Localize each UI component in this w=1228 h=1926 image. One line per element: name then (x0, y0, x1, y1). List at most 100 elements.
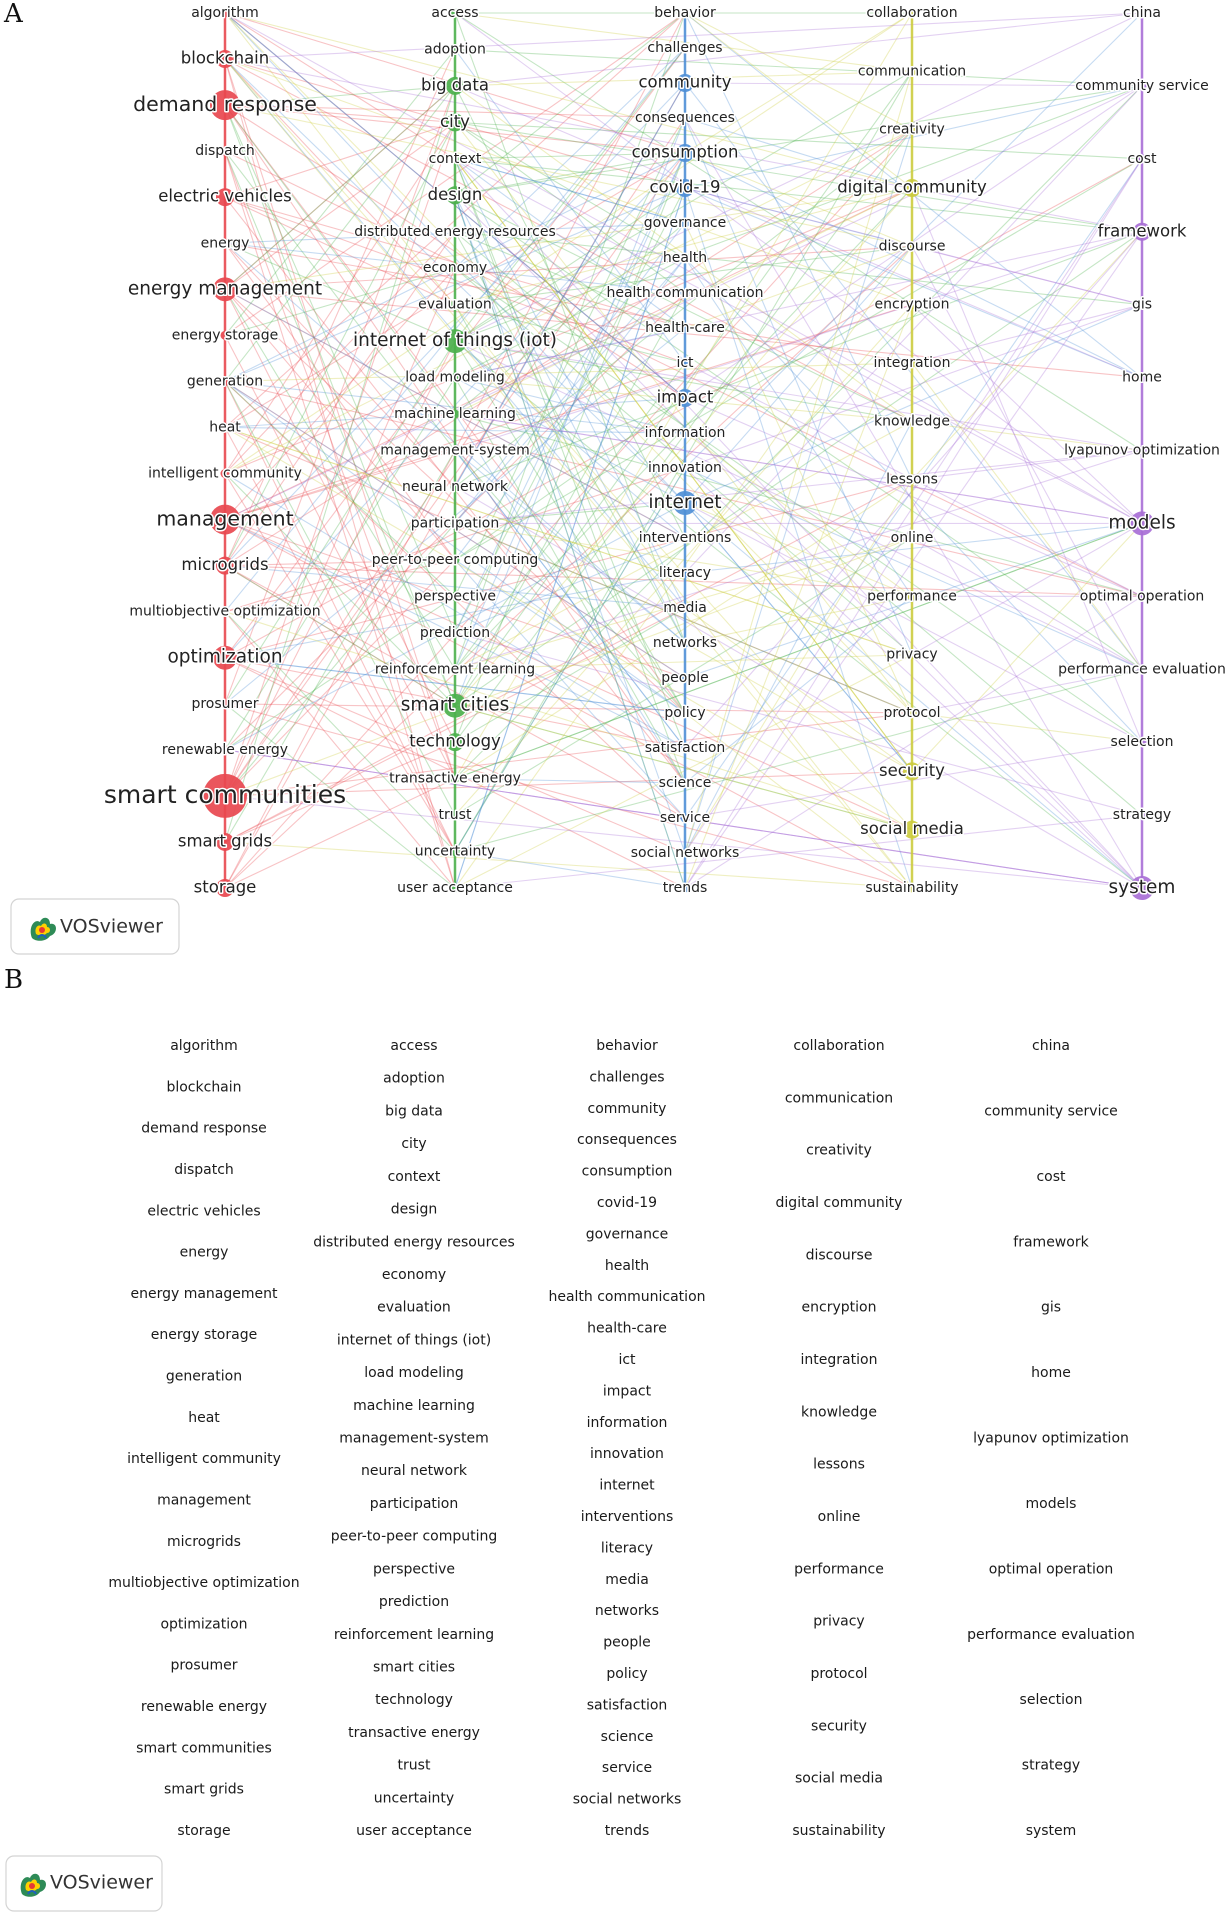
network-node (680, 533, 690, 543)
network-node (907, 241, 917, 251)
node-label: peer-to-peer computing (372, 552, 539, 568)
link-line (454, 12, 1143, 524)
network-node (450, 300, 460, 310)
link-line (454, 377, 686, 504)
density-label: service (602, 1760, 652, 1776)
density-label: behavior (596, 1038, 658, 1054)
node-label: governance (644, 215, 727, 231)
link-line (454, 420, 913, 670)
node-label: big data (421, 75, 489, 94)
link-line (224, 121, 456, 290)
density-label: blockchain (166, 1079, 241, 1095)
link-line (911, 522, 1143, 656)
link-line (454, 194, 1143, 670)
density-label: microgrids (167, 1534, 241, 1550)
link-line (684, 187, 913, 247)
link-line (454, 49, 686, 364)
network-node (680, 253, 690, 263)
density-label: gis (1041, 1300, 1061, 1316)
link-line (224, 85, 456, 290)
node-label: prosumer (191, 696, 258, 712)
link-line (454, 121, 1143, 233)
density-label: creativity (806, 1143, 872, 1159)
link-line (224, 479, 913, 843)
density-label: intelligent community (127, 1451, 281, 1467)
link-line (224, 150, 456, 889)
link-line (454, 12, 1143, 87)
link-line (224, 841, 913, 889)
density-label: communication (785, 1090, 893, 1106)
link-line (224, 519, 913, 831)
network-node (1137, 8, 1147, 18)
network-node (1137, 664, 1147, 674)
network-node (676, 389, 694, 407)
link-line (454, 71, 913, 707)
link-line (224, 12, 1143, 60)
density-label: trust (398, 1758, 431, 1774)
density-label: machine learning (353, 1398, 475, 1414)
density-label: reinforcement learning (334, 1627, 494, 1643)
link-line (684, 187, 913, 889)
link-line (454, 450, 686, 749)
density-label: smart cities (373, 1659, 455, 1675)
link-line (911, 362, 1143, 670)
node-label: models (1108, 512, 1175, 533)
link-line (224, 304, 913, 521)
node-label: load modeling (405, 370, 505, 386)
density-label: trends (605, 1823, 650, 1839)
link-line (224, 473, 456, 707)
node-label: information (645, 425, 726, 441)
link-line (454, 152, 686, 743)
link-line (454, 187, 686, 342)
link-line (454, 449, 1143, 524)
density-label: literacy (601, 1540, 653, 1556)
link-line (454, 245, 913, 306)
link-line (224, 381, 456, 852)
node-label: dispatch (195, 143, 255, 159)
link-line (911, 231, 1143, 481)
node-label: collaboration (866, 5, 957, 21)
network-node (680, 743, 690, 753)
network-node (1137, 737, 1147, 747)
network-node (907, 883, 917, 893)
node-label: sustainability (865, 880, 958, 896)
link-line (454, 377, 686, 434)
link-line (454, 121, 686, 259)
node-label: energy (201, 235, 250, 251)
node-label: service (660, 810, 710, 826)
link-line (454, 340, 913, 422)
link-line (684, 85, 1143, 189)
network-node (676, 144, 694, 162)
density-label: health (605, 1258, 649, 1274)
link-line (684, 502, 913, 597)
node-label: trust (439, 807, 472, 823)
link-line (454, 231, 1143, 306)
link-line (224, 187, 913, 521)
link-line (224, 104, 456, 634)
node-label: privacy (886, 647, 937, 663)
link-line (454, 467, 686, 852)
link-line (224, 288, 456, 561)
link-line (684, 82, 1143, 670)
density-label: interventions (581, 1509, 674, 1525)
link-line (224, 741, 456, 843)
density-label: generation (166, 1369, 242, 1385)
network-node (907, 533, 917, 543)
link-line (454, 121, 1143, 160)
density-label: china (1032, 1038, 1070, 1054)
link-line (454, 195, 686, 889)
node-label: access (431, 5, 478, 21)
density-label: smart communities (136, 1740, 272, 1756)
link-line (684, 85, 1143, 399)
link-line (684, 158, 1143, 889)
node-label: consequences (635, 110, 735, 126)
network-node (446, 186, 464, 205)
node-label: system (1109, 877, 1176, 898)
node-label: communication (858, 63, 966, 79)
network-node (1137, 300, 1147, 310)
link-line (911, 304, 1143, 524)
link-line (684, 222, 913, 714)
link-line (454, 257, 686, 561)
node-label: gis (1132, 297, 1152, 313)
